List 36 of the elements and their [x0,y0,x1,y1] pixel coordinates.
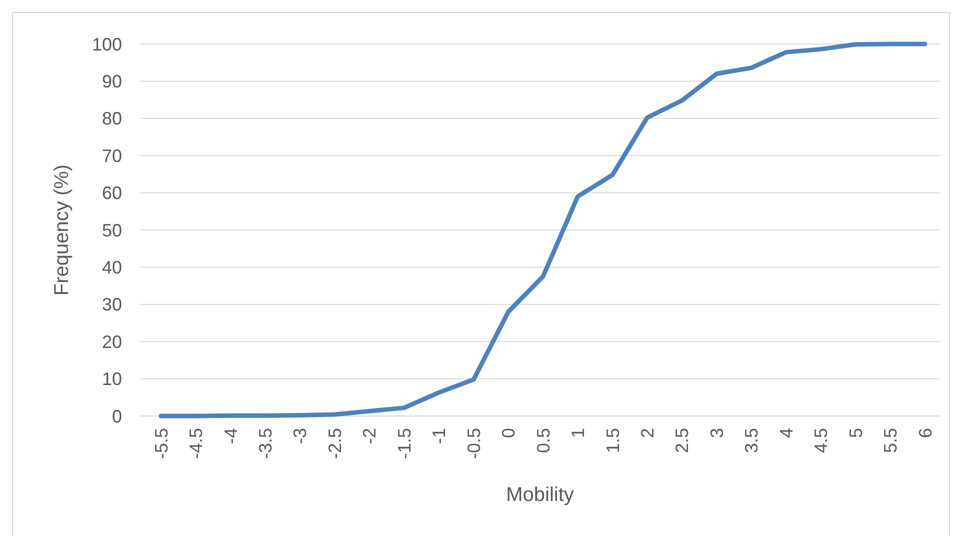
y-tick-label: 50 [102,220,122,240]
y-tick-label: 10 [102,369,122,390]
x-tick-label: 6 [915,428,936,438]
y-axis-title: Frequency (%) [51,164,73,296]
x-tick-label: -5.5 [151,428,172,460]
x-tick-label: -2.5 [324,428,345,460]
y-tick-label: 30 [102,294,122,315]
x-tick-label: -0.5 [464,428,484,460]
y-tick-label: 100 [92,34,122,54]
line-series [158,42,928,418]
x-tick-label: 4 [776,428,796,438]
x-tick-label: 2 [637,428,658,438]
y-tick-label: 90 [102,72,122,92]
x-tick-label: -2 [360,428,380,444]
x-tick-label: -3.5 [255,428,276,460]
x-tick-label: 1.5 [602,428,623,454]
y-tick-label: 80 [102,108,122,129]
x-tick-label: 3.5 [742,428,762,454]
x-tick-label: 2.5 [672,428,692,454]
x-tick-label: 4.5 [811,428,832,454]
x-tick-label: -1.5 [394,428,414,460]
x-tick-label: 1 [568,428,588,438]
x-tick-label: 5.5 [880,428,901,454]
x-tick-label: -4 [220,428,241,444]
x-tick-label: -3 [290,428,310,444]
y-tick-label: 70 [102,146,122,166]
y-tick-label: 40 [102,258,122,278]
x-tick-label: 0.5 [533,428,554,454]
x-tick-label: 5 [846,428,866,438]
y-tick-label: 20 [102,332,122,352]
x-axis-title: Mobility [506,484,574,506]
x-tick-label: 0 [498,428,519,438]
x-tick-label: -4.5 [186,428,206,460]
x-tick-label: 3 [706,428,727,438]
x-tick-label: -1 [429,428,450,444]
y-tick-label: 60 [102,183,122,204]
